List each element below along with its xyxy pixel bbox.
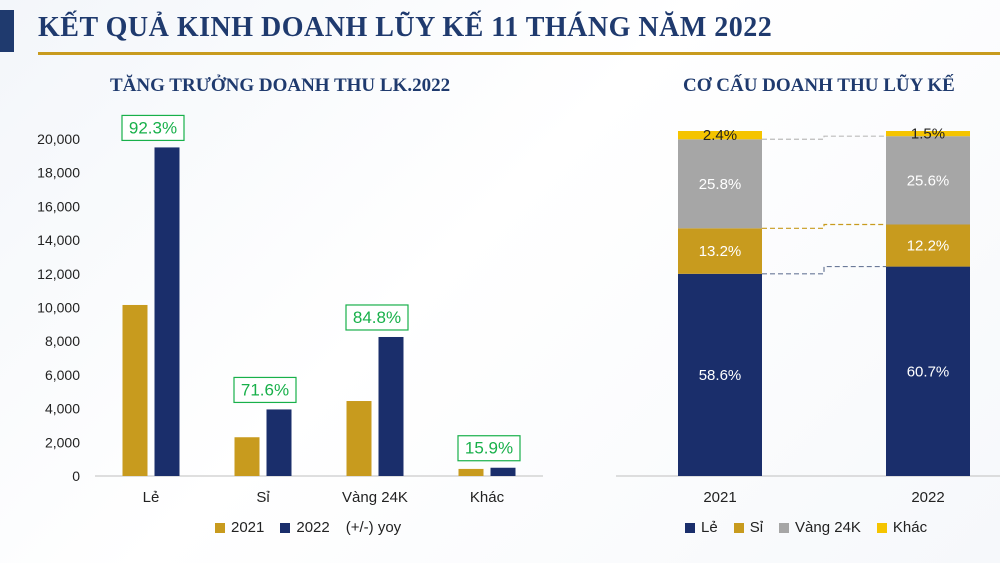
bar-2022 xyxy=(490,467,516,476)
stack-segment-lẻ xyxy=(886,266,970,476)
legend-item-2021: 2021 xyxy=(215,519,264,536)
segment-label: 25.8% xyxy=(699,176,742,193)
yoy-label: 15.9% xyxy=(465,439,513,458)
page-title: KẾT QUẢ KINH DOANH LŨY KẾ 11 THÁNG NĂM 2… xyxy=(38,12,773,43)
y-tick-label: 12,000 xyxy=(37,266,80,282)
x-tick-label: 2022 xyxy=(911,489,944,506)
legend-label-vang24k: Vàng 24K xyxy=(795,519,861,536)
bar-2021 xyxy=(458,468,484,476)
legend-swatch-khac xyxy=(876,522,887,533)
y-tick-label: 20,000 xyxy=(37,131,80,147)
legend-item-yoy: (+/-) yoy xyxy=(346,519,401,536)
bar-2022 xyxy=(154,147,180,477)
legend-swatch-le xyxy=(685,522,695,533)
yoy-box xyxy=(457,435,521,462)
legend-item-2022: 2022 xyxy=(280,519,330,536)
x-tick-label: Sỉ xyxy=(256,489,270,506)
legend-label-le: Lẻ xyxy=(701,519,718,536)
yoy-label: 71.6% xyxy=(241,380,289,399)
title-bar: KẾT QUẢ KINH DOANH LŨY KẾ 11 THÁNG NĂM 2… xyxy=(0,0,1000,62)
connector-line xyxy=(762,223,886,229)
segment-label: 12.2% xyxy=(907,238,950,255)
bar-2022 xyxy=(378,336,404,476)
y-tick-label: 6,000 xyxy=(45,367,80,383)
yoy-label: 84.8% xyxy=(353,308,401,327)
legend-swatch-2022 xyxy=(280,522,291,533)
legend-item-khac: Khác xyxy=(876,519,928,536)
y-tick-label: 14,000 xyxy=(37,232,80,248)
bar-2021 xyxy=(234,437,260,476)
segment-label: 13.2% xyxy=(699,243,742,260)
legend-item-si: Sỉ xyxy=(733,519,764,536)
legend-label-khac: Khác xyxy=(892,519,928,536)
segment-label: 1.5% xyxy=(911,126,945,143)
connector-line xyxy=(762,265,886,275)
segment-label: 60.7% xyxy=(907,363,950,380)
segment-label: 25.6% xyxy=(907,172,950,189)
y-tick-label: 16,000 xyxy=(37,198,80,214)
bar-2022 xyxy=(266,409,292,476)
y-tick-label: 2,000 xyxy=(45,434,80,450)
x-tick-label: 2021 xyxy=(703,489,736,506)
legend-label-yoy: (+/-) yoy xyxy=(345,519,402,536)
stack-segment-vàng-24k xyxy=(886,136,970,225)
title-accent xyxy=(0,10,14,52)
bar-2021 xyxy=(122,304,148,476)
y-tick-label: 8,000 xyxy=(45,333,80,349)
legend-label-si: Sỉ xyxy=(749,519,764,536)
legend-swatch-si xyxy=(733,522,744,533)
legend-swatch-vang24k xyxy=(779,522,790,533)
yoy-box xyxy=(121,114,185,142)
y-tick-label: 18,000 xyxy=(37,165,80,181)
legend-item-le: Lẻ xyxy=(685,519,718,536)
legend-item-vang24k: Vàng 24K xyxy=(779,519,861,536)
growth-legend: 2021 2022 (+/-) yoy xyxy=(215,519,411,536)
title-underline xyxy=(38,52,1000,55)
stack-segment-sỉ xyxy=(886,224,970,267)
stack-segment-vàng-24k xyxy=(678,139,762,229)
y-tick-label: 0 xyxy=(72,468,80,484)
bar-2021 xyxy=(346,401,372,476)
connector-line xyxy=(762,135,886,140)
legend-swatch-2021 xyxy=(215,522,225,533)
stack-segment-lẻ xyxy=(678,273,762,476)
yoy-box xyxy=(233,376,297,404)
structure-legend: Lẻ Sỉ Vàng 24K Khác xyxy=(685,519,937,536)
legend-label-2021: 2021 xyxy=(231,519,265,536)
x-tick-label: Lẻ xyxy=(143,489,160,506)
y-tick-label: 10,000 xyxy=(37,300,80,316)
growth-chart-title: TĂNG TRƯỞNG DOANH THU LK.2022 xyxy=(110,75,451,96)
segment-label: 58.6% xyxy=(699,367,742,384)
x-tick-label: Khác xyxy=(470,489,505,506)
yoy-box xyxy=(345,304,409,331)
structure-chart-title: CƠ CẤU DOANH THU LŨY KẾ xyxy=(683,75,955,96)
stack-segment-khác xyxy=(886,131,970,137)
stack-segment-khác xyxy=(678,131,762,140)
yoy-label: 92.3% xyxy=(129,118,177,137)
stack-segment-sỉ xyxy=(678,228,762,274)
segment-label: 2.4% xyxy=(703,127,737,144)
y-tick-label: 4,000 xyxy=(45,401,80,417)
legend-label-2022: 2022 xyxy=(296,519,330,536)
x-tick-label: Vàng 24K xyxy=(342,489,408,506)
